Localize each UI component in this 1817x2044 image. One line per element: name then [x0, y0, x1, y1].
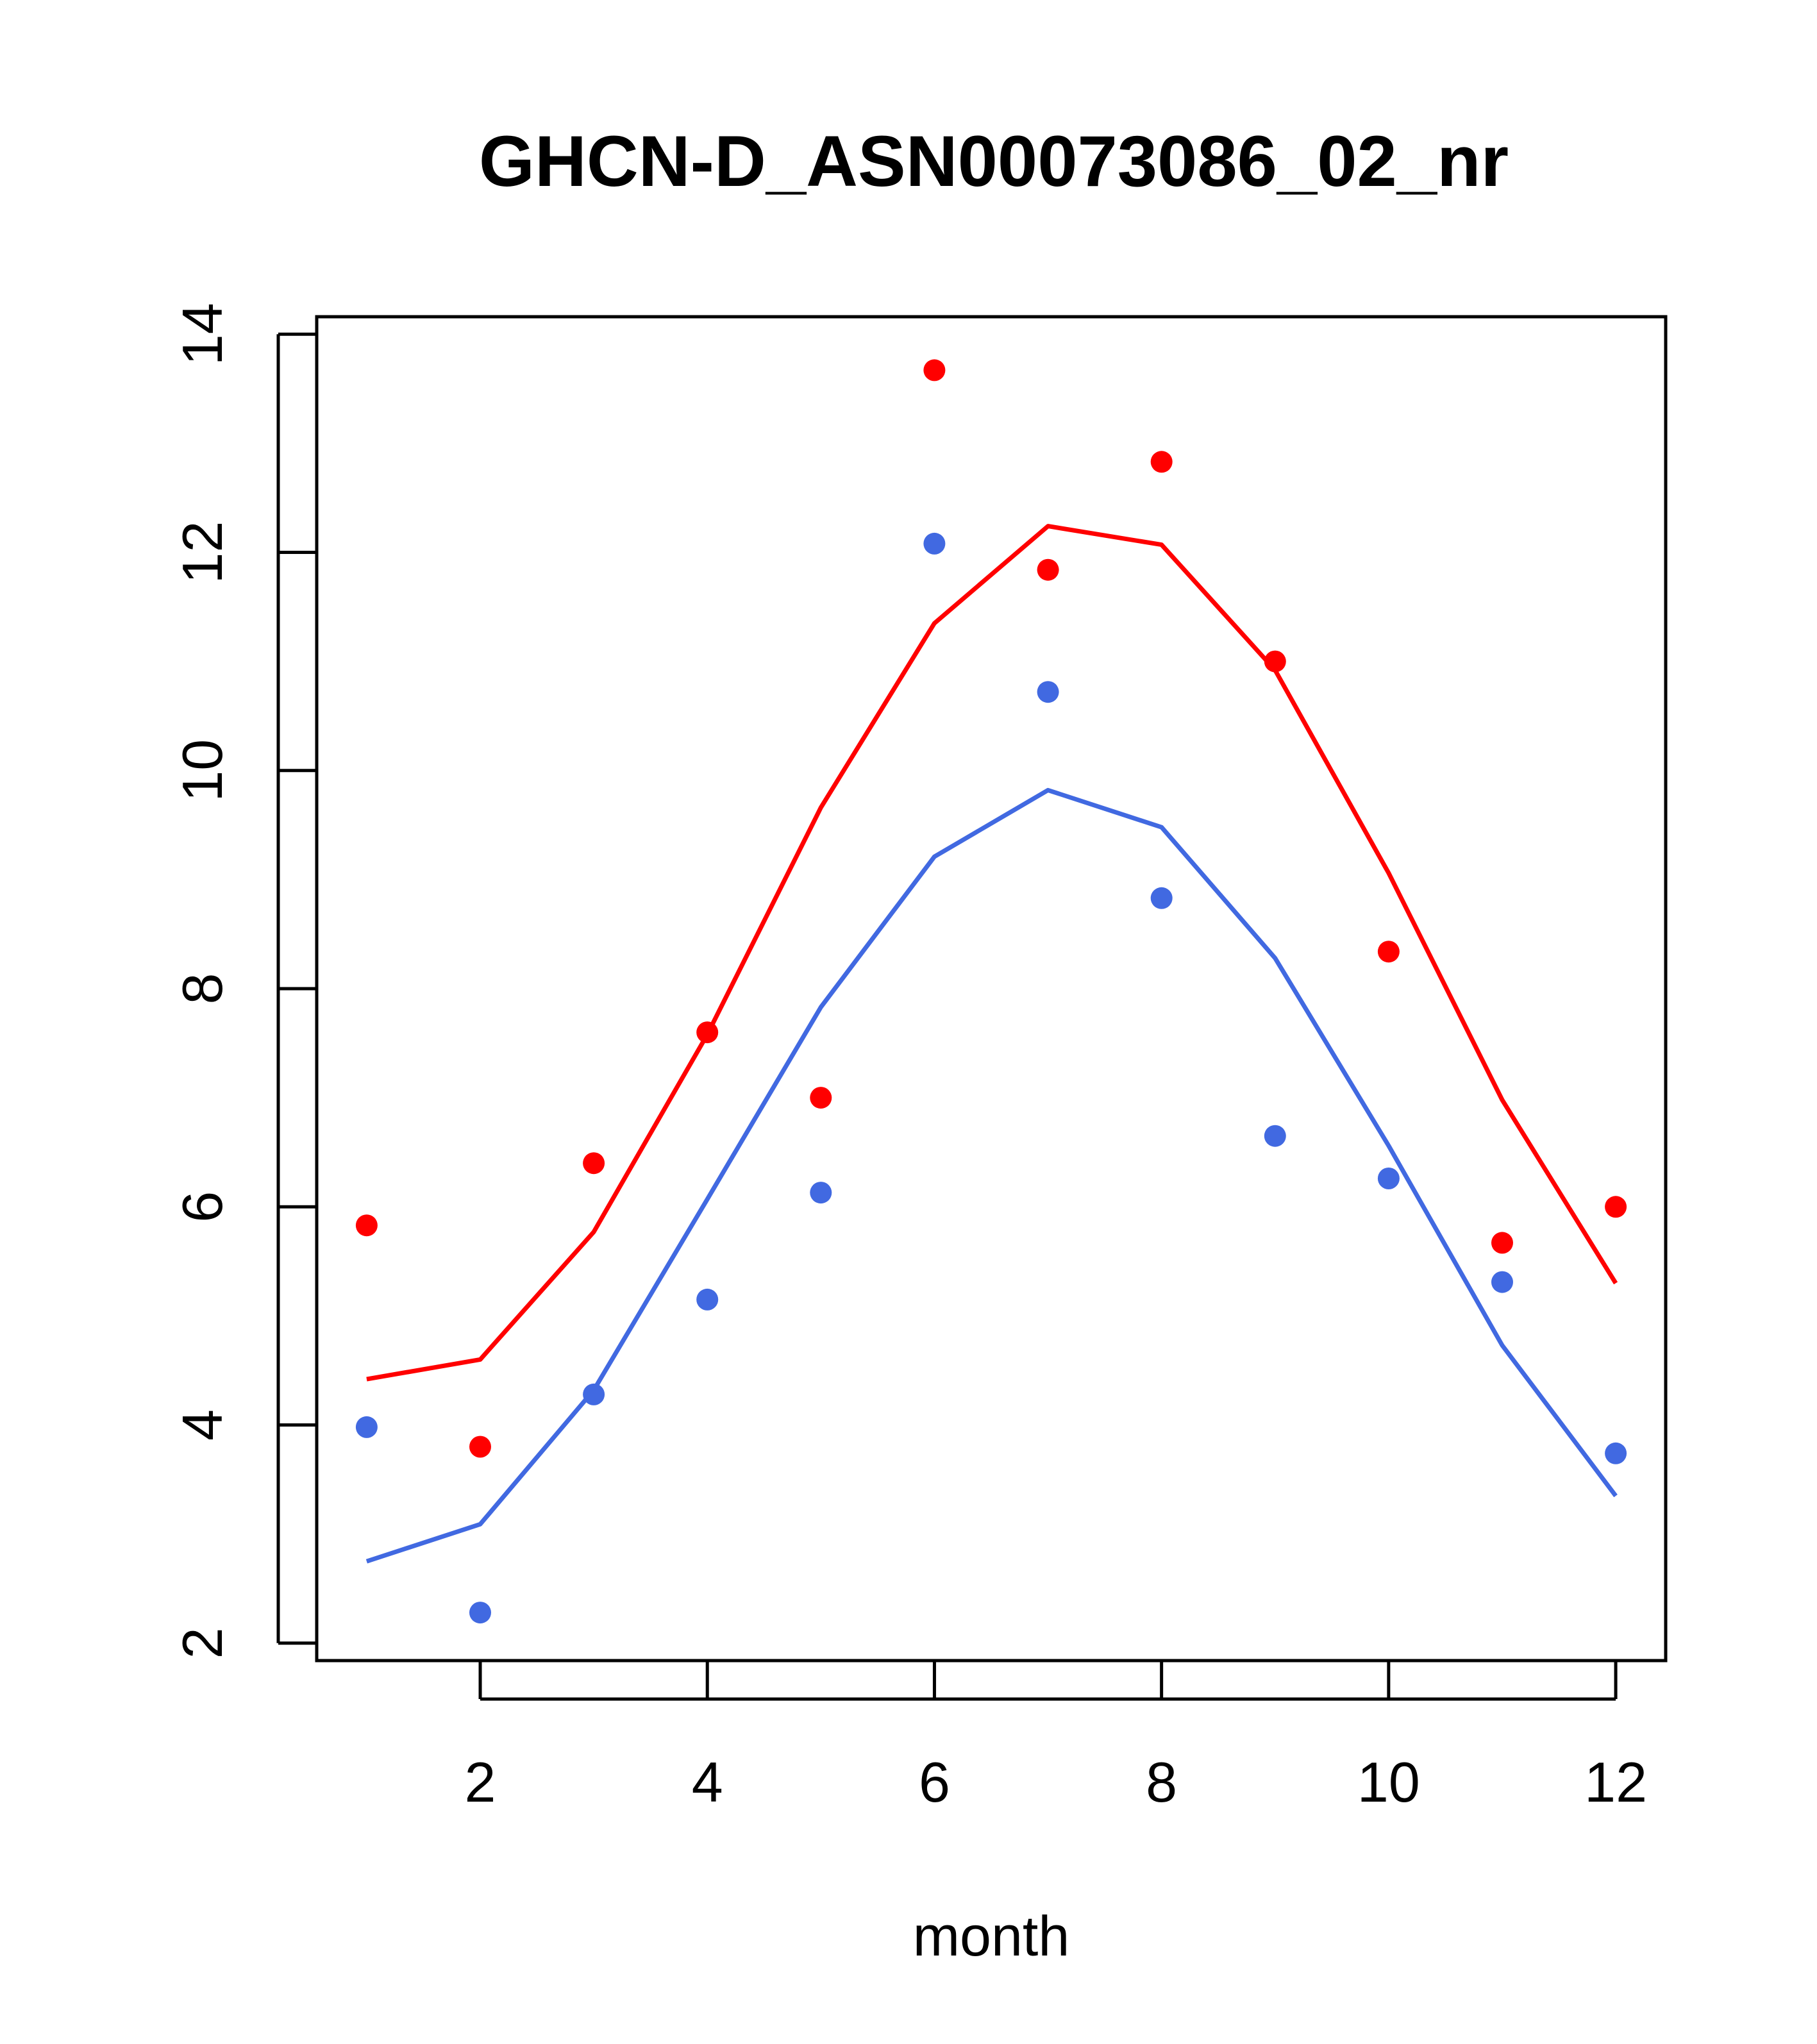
- data-point-1-3: [696, 1021, 719, 1044]
- data-point-1-5: [923, 359, 946, 381]
- x-tick-label-10: 10: [1357, 1750, 1420, 1814]
- y-tick-label-12: 12: [171, 521, 234, 584]
- x-tick-label-12: 12: [1584, 1750, 1647, 1814]
- y-axis: 2 4 6 8 10 12 14: [171, 303, 317, 1659]
- y-tick-label-2: 2: [171, 1627, 234, 1659]
- data-point-3-4: [810, 1182, 832, 1204]
- data-point-3-8: [1264, 1125, 1286, 1147]
- data-point-1-9: [1377, 941, 1400, 963]
- data-point-1-2: [583, 1152, 605, 1175]
- data-point-3-1: [469, 1602, 491, 1624]
- data-point-1-0: [355, 1214, 378, 1237]
- data-point-3-11: [1605, 1442, 1627, 1464]
- data-point-1-4: [810, 1087, 832, 1109]
- data-point-3-7: [1150, 887, 1173, 909]
- data-point-1-1: [469, 1436, 491, 1458]
- data-point-3-6: [1037, 681, 1059, 703]
- x-axis-label: month: [913, 1904, 1070, 1968]
- data-point-1-11: [1605, 1196, 1627, 1218]
- data-point-3-0: [355, 1416, 378, 1438]
- data-point-3-2: [583, 1383, 605, 1405]
- x-axis: 2 4 6 8 10 12: [465, 1661, 1647, 1814]
- plot-marks: [355, 359, 1627, 1624]
- data-point-3-3: [696, 1288, 719, 1311]
- y-tick-label-4: 4: [171, 1409, 234, 1441]
- x-tick-label-8: 8: [1146, 1750, 1177, 1814]
- series-line-2: [365, 787, 1618, 1564]
- y-tick-label-14: 14: [171, 303, 234, 365]
- data-point-1-7: [1150, 451, 1173, 473]
- x-tick-label-2: 2: [465, 1750, 496, 1814]
- y-tick-label-8: 8: [171, 973, 234, 1005]
- series-line-0: [366, 524, 1618, 1382]
- x-tick-label-4: 4: [692, 1750, 723, 1814]
- x-tick-label-6: 6: [919, 1750, 950, 1814]
- data-point-1-6: [1037, 558, 1059, 581]
- data-point-1-10: [1491, 1232, 1513, 1254]
- data-point-3-5: [923, 532, 946, 555]
- data-point-3-9: [1377, 1168, 1400, 1189]
- data-point-3-10: [1491, 1271, 1513, 1293]
- data-point-1-8: [1264, 650, 1286, 673]
- y-tick-label-10: 10: [171, 739, 234, 802]
- chart-title: GHCN-D_ASN00073086_02_nr: [479, 121, 1509, 201]
- y-tick-label-6: 6: [171, 1191, 234, 1223]
